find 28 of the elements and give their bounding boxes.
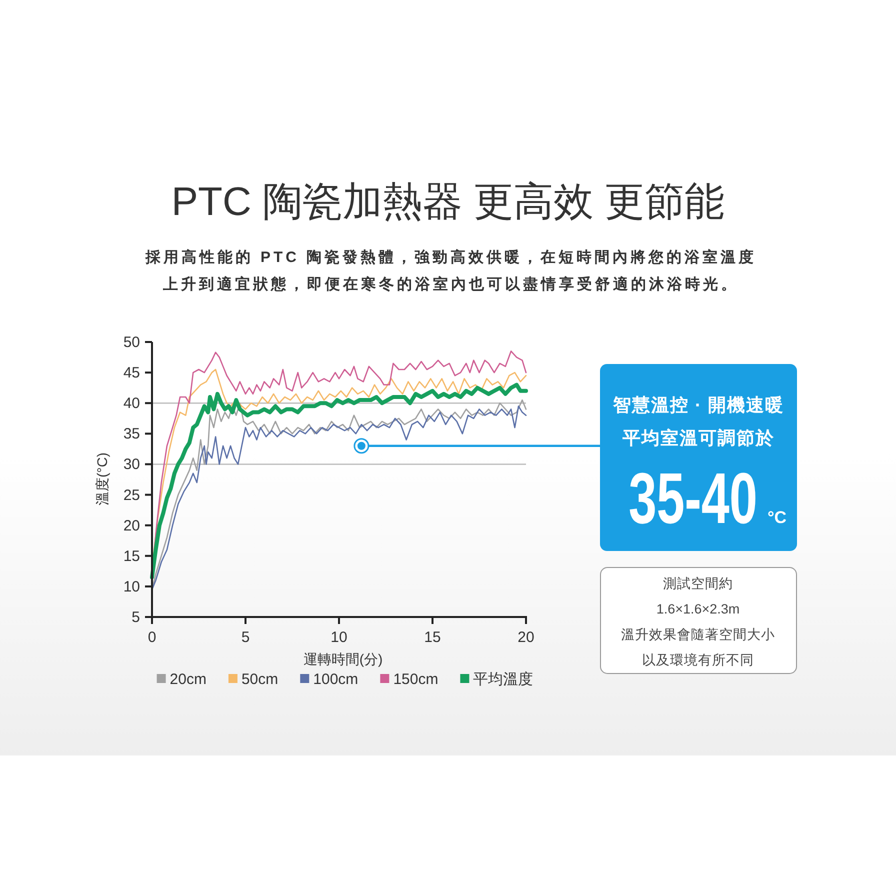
x-tick-label: 10: [330, 629, 348, 646]
legend-label: 50cm: [241, 671, 278, 688]
y-tick-label: 25: [123, 486, 140, 504]
text: 35-40: [628, 459, 758, 540]
y-tick-label: 10: [123, 578, 140, 596]
y-axis-title: 溫度(°C): [94, 452, 110, 506]
legend-label: 150cm: [393, 671, 438, 688]
x-tick-label: 5: [241, 629, 250, 646]
x-tick-label: 20: [518, 629, 534, 646]
text: °C: [767, 508, 787, 527]
chart-subtitle: 採用高性能的 PTC 陶瓷發熱體，強勁高效供暖，在短時間內將您的浴室溫度上升到適宜狀態，即便在寒冬的浴室內也可以盡情享受舒適的沐浴時光。: [144, 248, 757, 293]
x-tick-label: 0: [148, 629, 156, 646]
y-tick-label: 30: [123, 456, 140, 474]
text: 測試空間約 1.6×1.6×2.3m 溫升效果會隨著空間大小以及環境有所不同: [621, 576, 775, 668]
x-tick-label: 15: [424, 629, 441, 646]
annotation: 智慧溫控 · 開機速暖平均室溫可調節於: [612, 395, 784, 448]
legend-label: 平均溫度: [473, 671, 534, 688]
legend-label: 20cm: [170, 671, 206, 688]
y-tick-label: 40: [123, 395, 140, 412]
y-tick-label: 45: [123, 364, 140, 382]
y-tick-label: 50: [123, 334, 140, 351]
y-tick-label: 20: [123, 517, 140, 534]
chart-title: PTC 陶瓷加熱器 更高效 更節能: [171, 180, 725, 224]
y-tick-label: 15: [123, 548, 140, 565]
legend-label: 100cm: [313, 671, 358, 688]
y-tick-label: 35: [123, 426, 140, 443]
x-axis-title: 運轉時間(分): [303, 651, 383, 667]
y-tick-label: 5: [132, 609, 140, 626]
